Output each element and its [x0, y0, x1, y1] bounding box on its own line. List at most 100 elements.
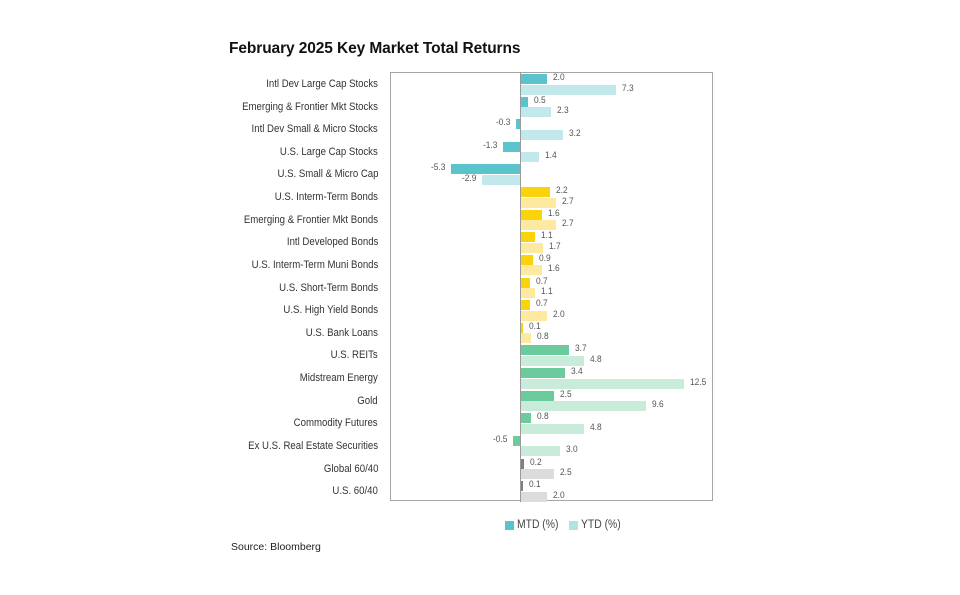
bar-mtd — [521, 481, 523, 492]
value-label-mtd: 0.1 — [528, 479, 541, 491]
value-label-ytd: 2.5 — [559, 467, 572, 479]
value-label-ytd: -2.9 — [462, 172, 477, 184]
value-label-mtd: -1.3 — [483, 139, 498, 151]
category-label: Midstream Energy — [299, 372, 378, 385]
value-label-ytd: 4.8 — [589, 353, 602, 365]
bar-mtd — [521, 322, 523, 333]
bar-ytd — [482, 174, 520, 185]
bar-ytd — [521, 107, 551, 118]
value-label-mtd: 0.8 — [537, 411, 550, 423]
category-label: Emerging & Frontier Mkt Stocks — [242, 100, 378, 113]
bar-mtd — [521, 368, 566, 379]
value-label-ytd: 1.7 — [549, 240, 561, 252]
value-label-mtd: 3.7 — [575, 343, 587, 355]
value-label-mtd: 0.7 — [536, 275, 548, 287]
zero-axis-line — [520, 72, 521, 502]
bar-ytd — [521, 310, 548, 321]
bar-mtd — [521, 96, 528, 107]
bar-ytd — [521, 242, 544, 253]
value-label-ytd: 0.8 — [537, 331, 550, 343]
bar-ytd — [521, 288, 536, 299]
legend-swatch-mtd-icon — [505, 520, 514, 530]
category-label: U.S. REITs — [330, 349, 378, 362]
bar-ytd — [521, 469, 554, 480]
legend-swatch-ytd-icon — [569, 520, 578, 530]
category-label: U.S. Large Cap Stocks — [280, 145, 378, 158]
value-label-ytd: 7.3 — [622, 82, 634, 94]
value-label-mtd: 0.2 — [529, 456, 542, 468]
category-label: Intl Dev Large Cap Stocks — [266, 78, 378, 90]
category-label: Emerging & Frontier Mkt Bonds — [243, 213, 378, 226]
category-label: Ex U.S. Real Estate Securities — [248, 439, 378, 452]
bar-mtd — [521, 209, 542, 220]
category-label: Commodity Futures — [294, 417, 378, 430]
bar-ytd — [521, 446, 561, 457]
category-label: U.S. Interm-Term Bonds — [274, 191, 378, 204]
legend-label-mtd: MTD (%) — [517, 519, 559, 531]
category-label: Intl Developed Bonds — [286, 236, 378, 249]
value-label-ytd: 2.7 — [562, 218, 574, 230]
bar-ytd — [521, 220, 557, 231]
value-label-mtd: 0.1 — [528, 320, 541, 332]
category-label: U.S. Interm-Term Muni Bonds — [251, 258, 378, 271]
chart-title: February 2025 Key Market Total Returns — [229, 40, 521, 57]
bar-mtd — [513, 435, 520, 446]
bar-ytd — [521, 333, 532, 344]
bar-ytd — [521, 491, 548, 502]
value-label-ytd: 2.0 — [553, 489, 565, 501]
value-label-ytd: 12.5 — [690, 376, 707, 388]
value-label-mtd: 2.5 — [559, 388, 572, 400]
category-label: U.S. Bank Loans — [305, 326, 378, 339]
value-label-mtd: 1.6 — [547, 207, 560, 219]
bar-ytd — [521, 423, 584, 434]
value-label-ytd: 2.3 — [557, 105, 569, 117]
category-label: U.S. High Yield Bonds — [283, 304, 378, 317]
bar-mtd — [450, 164, 520, 175]
value-label-mtd: -0.5 — [493, 433, 508, 445]
plot-area — [390, 72, 713, 501]
value-label-ytd: 4.8 — [589, 421, 602, 433]
bar-mtd — [503, 141, 520, 152]
bar-ytd — [521, 355, 584, 366]
category-label: Global 60/40 — [323, 462, 378, 475]
value-label-ytd: 2.0 — [553, 308, 565, 320]
source-note: Source: Bloomberg — [231, 541, 321, 553]
value-label-mtd: -5.3 — [430, 162, 446, 174]
value-label-ytd: 2.7 — [562, 195, 574, 207]
bar-ytd — [521, 378, 685, 389]
bar-ytd — [521, 197, 557, 208]
bar-mtd — [521, 232, 536, 243]
category-label: Intl Dev Small & Micro Stocks — [251, 123, 378, 136]
bar-mtd — [521, 390, 554, 401]
category-label: U.S. 60/40 — [332, 485, 378, 498]
chart-legend: MTD (%) YTD (%) — [505, 519, 631, 531]
bar-ytd — [521, 401, 647, 412]
bar-mtd — [521, 254, 533, 265]
bar-ytd — [521, 152, 540, 163]
bar-mtd — [521, 277, 531, 288]
value-label-mtd: 0.5 — [533, 94, 546, 106]
value-label-mtd: 0.7 — [536, 298, 548, 310]
value-label-mtd: 2.0 — [553, 72, 565, 83]
bar-ytd — [521, 265, 542, 276]
category-label: U.S. Small & Micro Cap — [276, 168, 378, 181]
legend-label-ytd: YTD (%) — [581, 519, 621, 531]
value-label-mtd: 1.1 — [541, 230, 553, 242]
value-label-ytd: 9.6 — [652, 399, 664, 411]
category-label: Gold — [357, 394, 378, 407]
value-label-ytd: 3.0 — [566, 444, 578, 456]
category-label: U.S. Short-Term Bonds — [279, 281, 378, 294]
value-label-ytd: 1.6 — [547, 263, 560, 275]
bar-mtd — [521, 74, 548, 84]
bar-mtd — [516, 119, 520, 130]
value-label-mtd: 0.9 — [538, 252, 551, 264]
value-label-mtd: 3.4 — [571, 366, 583, 378]
legend-item-mtd: MTD (%) — [505, 519, 563, 531]
bar-mtd — [521, 413, 532, 424]
bar-mtd — [521, 187, 550, 198]
value-label-ytd: 3.2 — [568, 127, 581, 139]
bar-ytd — [521, 84, 617, 95]
bar-mtd — [521, 458, 524, 469]
value-label-mtd: 2.2 — [555, 185, 568, 197]
bar-ytd — [521, 129, 563, 140]
